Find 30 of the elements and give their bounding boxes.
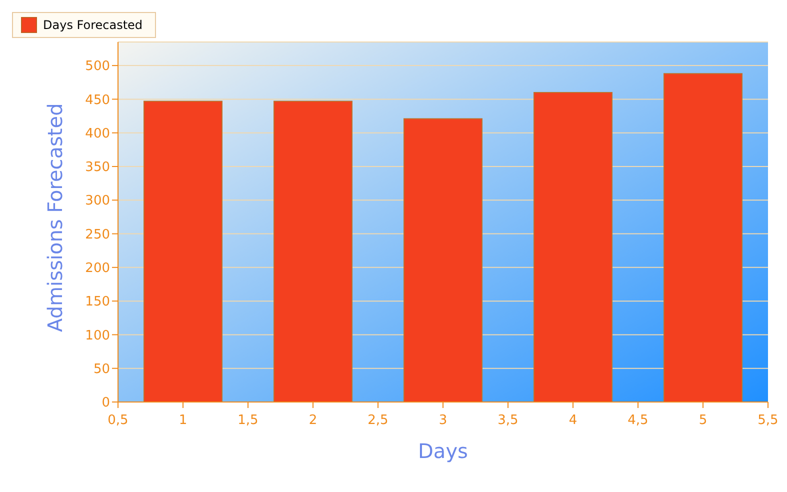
y-tick-label: 400 — [85, 126, 110, 142]
y-axis-title: Admissions Forecasted — [43, 103, 68, 332]
bar — [144, 100, 222, 402]
x-tick-label: 5 — [698, 413, 708, 428]
x-axis-title: Days — [418, 439, 468, 463]
x-tick-label: 4 — [568, 413, 578, 428]
y-tick-label: 350 — [85, 160, 110, 176]
y-tick-label: 150 — [85, 294, 110, 310]
x-tick-label: 2 — [308, 413, 318, 428]
y-tick-label: 250 — [85, 227, 110, 242]
bar — [274, 100, 352, 402]
x-tick-label: 3 — [438, 413, 448, 428]
y-tick-label: 450 — [85, 92, 110, 108]
bar — [534, 92, 612, 402]
x-tick-label: 1,5 — [238, 413, 258, 428]
bar — [404, 118, 482, 402]
y-tick-label: 300 — [85, 194, 110, 209]
x-tick-label: 2,5 — [368, 413, 388, 428]
y-tick-label: 0 — [102, 396, 110, 411]
y-tick-label: 100 — [85, 328, 110, 344]
y-tick-label: 50 — [93, 362, 110, 377]
x-tick-label: 5,5 — [758, 413, 778, 428]
legend-label: Days Forecasted — [42, 17, 143, 33]
y-tick-label: 200 — [85, 261, 110, 276]
y-tick-label: 500 — [85, 59, 110, 74]
bar — [664, 73, 742, 402]
x-tick-label: 0,5 — [108, 413, 128, 428]
x-tick-label: 3,5 — [498, 413, 518, 428]
x-tick-label: 4,5 — [628, 413, 648, 428]
x-tick-label: 1 — [178, 413, 188, 428]
